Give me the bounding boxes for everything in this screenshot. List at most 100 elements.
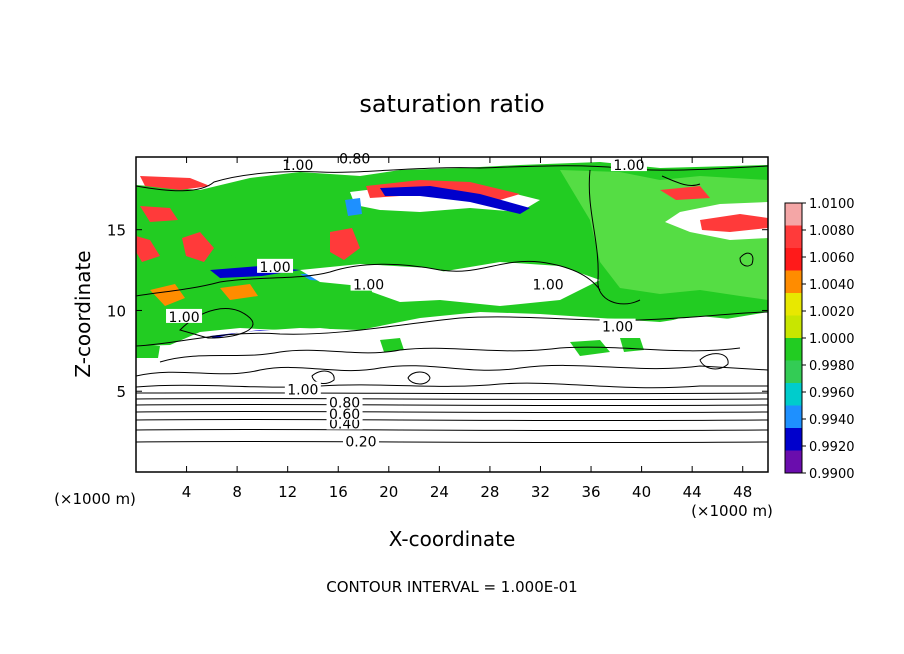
contour-line xyxy=(136,440,768,444)
colorbar-swatch xyxy=(785,315,802,339)
x-tick-label: 20 xyxy=(379,483,398,501)
contour-label-bg xyxy=(257,258,294,273)
contour-label: 1.00 xyxy=(602,320,633,336)
colorbar-swatch xyxy=(785,360,802,384)
contour-line xyxy=(159,346,741,363)
x-unit-right: (×1000 m) xyxy=(691,502,773,520)
colorbar-label: 1.0040 xyxy=(809,278,855,293)
green-region xyxy=(136,344,160,358)
x-unit-left: (×1000 m) xyxy=(54,490,136,508)
red-region xyxy=(150,284,185,306)
x-tick-label: 28 xyxy=(480,483,499,501)
contour-label: 0.20 xyxy=(345,434,376,450)
contour-label-group: 1.00 xyxy=(599,318,636,336)
contour-label-bg xyxy=(284,381,321,396)
contour-label: 1.00 xyxy=(282,158,313,174)
y-tick-label: 5 xyxy=(116,383,126,401)
x-tick-label: 48 xyxy=(733,483,752,501)
colorbar-label: 1.0080 xyxy=(809,224,855,239)
contour-label-group: 1.00 xyxy=(166,308,203,326)
contour-label: 0.80 xyxy=(329,396,360,412)
colorbar-label: 0.9940 xyxy=(809,413,855,428)
colorbar-swatch xyxy=(785,225,802,249)
contour-label: 1.00 xyxy=(613,158,644,174)
green-region xyxy=(560,170,768,300)
x-tick-label: 36 xyxy=(581,483,600,501)
contour-line xyxy=(661,175,701,187)
colorbar-swatch xyxy=(785,338,802,361)
contour-label-group: 1.00 xyxy=(257,258,294,276)
blue-region xyxy=(345,198,362,216)
colorbar-label: 1.0000 xyxy=(809,332,855,347)
x-tick-label: 32 xyxy=(531,483,550,501)
colorbar-label: 0.9960 xyxy=(809,386,855,401)
contour-label-bg xyxy=(599,318,636,333)
contour-line xyxy=(311,370,335,384)
contour-lines xyxy=(136,165,768,444)
contour-label: 1.00 xyxy=(353,278,384,294)
red-region xyxy=(700,214,768,232)
contour-label-bg xyxy=(326,405,363,420)
contour-labels: 0.200.400.600.801.001.001.001.00 1.001.00… xyxy=(166,150,647,450)
contour-label-group: 0.60 xyxy=(326,405,363,423)
contour-line xyxy=(136,260,601,297)
red-region xyxy=(140,176,210,190)
chart-title: saturation ratio xyxy=(359,90,544,118)
contour-line xyxy=(136,397,768,401)
contour-label-group: 0.20 xyxy=(342,433,379,450)
red-region xyxy=(220,284,258,300)
contour-label-group: 0.80 xyxy=(336,150,373,168)
contour-label: 0.40 xyxy=(329,417,360,433)
contour-label-group: 1.00 xyxy=(284,381,321,399)
contour-line xyxy=(407,371,431,385)
colorbar-label: 1.0020 xyxy=(809,305,855,320)
x-tick-label: 8 xyxy=(232,483,242,501)
y-tick-label: 10 xyxy=(107,302,126,320)
red-region xyxy=(136,236,160,262)
plot-frame xyxy=(135,156,769,473)
colorbar-swatch xyxy=(785,248,802,271)
contour-line xyxy=(136,382,768,389)
contour-label-group: 1.00 xyxy=(279,157,316,174)
colorbar-label: 0.9980 xyxy=(809,359,855,374)
colorbar-swatch xyxy=(785,450,802,474)
colorbar-swatch xyxy=(785,203,802,226)
blue-region xyxy=(380,186,530,214)
red-region xyxy=(330,228,360,260)
contour-label-bg xyxy=(326,394,363,409)
contour-interval-note: CONTOUR INTERVAL = 1.000E-01 xyxy=(326,578,577,596)
colorbar-swatch xyxy=(785,270,802,294)
red-region xyxy=(182,232,214,262)
contour-line xyxy=(136,410,768,414)
x-tick-label: 16 xyxy=(329,483,348,501)
x-tick-label: 4 xyxy=(182,483,192,501)
x-tick-label: 40 xyxy=(632,483,651,501)
green-region xyxy=(620,338,644,352)
x-tick-label: 12 xyxy=(278,483,297,501)
y-axis-label: Z-coordinate xyxy=(71,250,95,377)
saturation-field xyxy=(136,157,768,472)
contour-label-group: 1.00 xyxy=(350,276,387,294)
contour-label-group: 1.00 xyxy=(610,157,647,174)
contour-line xyxy=(699,353,729,370)
green-region xyxy=(380,338,404,352)
contour-label: 1.00 xyxy=(168,310,199,326)
x-tick-label: 44 xyxy=(683,483,702,501)
contour-label: 0.60 xyxy=(329,407,360,423)
colorbar-label: 0.9920 xyxy=(809,440,855,455)
contour-line xyxy=(588,169,641,305)
contour-label-bg xyxy=(166,308,203,323)
white-region xyxy=(370,262,600,306)
contour-label-group: 0.80 xyxy=(326,394,363,412)
contour-line xyxy=(136,428,768,432)
colorbar-swatch xyxy=(785,383,802,406)
colorbar-label: 0.9900 xyxy=(809,467,855,482)
contour-line xyxy=(136,392,768,395)
x-axis: 4 8 12 16 20 24 28 32 36 40 44 48 xyxy=(182,157,752,501)
red-region xyxy=(140,206,178,222)
red-region xyxy=(660,186,710,200)
contour-line xyxy=(136,418,768,422)
x-tick-label: 24 xyxy=(430,483,449,501)
contour-label-bg xyxy=(610,157,647,172)
contour-label-bg xyxy=(530,276,567,291)
